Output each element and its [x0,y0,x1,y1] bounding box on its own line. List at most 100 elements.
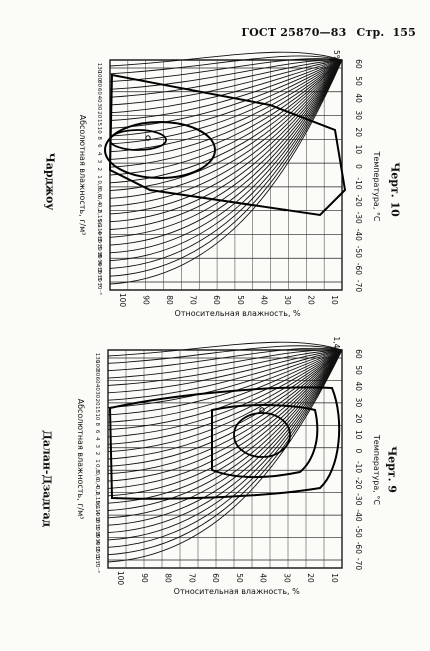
absolute-humidity-curve [109,59,343,215]
abs-humidity-tick-label: 4·10⁻³ [94,541,101,558]
rh-tick-label: 40 [259,295,268,305]
absolute-humidity-curve [107,349,343,548]
contour-outer [108,73,347,217]
rh-tick-label: 50 [236,295,245,305]
temperature-tick-label: 40 [354,382,363,392]
absolute-humidity-curve [107,349,343,489]
abs-humidity-tick-label: 0,4 [96,196,102,205]
temperature-tick-label: -40 [354,509,363,521]
abs-humidity-tick-label: 40 [96,96,102,103]
temperature-tick-label: 10 [354,430,363,440]
absolute-humidity-curve [107,347,343,372]
absolute-humidity-curve [109,59,343,160]
abs-humidity-axis-title: Абсолютная влажность, г/м³ [76,399,85,520]
temperature-tick-label: 10 [354,145,363,155]
rh-tick-label: 70 [189,295,198,305]
temperature-tick-label: -20 [354,477,363,489]
rh-tick-label: 80 [165,295,174,305]
absolute-humidity-curve [109,59,343,168]
temperature-tick-label: -30 [354,212,363,224]
rh-tick-label: 100 [116,571,125,586]
abs-humidity-tick-label: 4·10⁻² [94,511,101,528]
abs-humidity-tick-label: 130 [94,353,100,364]
absolute-humidity-curve [107,349,343,467]
absolute-humidity-curve [109,59,343,230]
contour-inner [233,412,291,458]
absolute-humidity-curve [107,349,343,511]
psychrometric-chart-10: 100 90 80 70 60 50 40 30 20 10-70-60-50-40-30-20-… [78,50,381,318]
absolute-humidity-curve [107,349,343,519]
probability-percent-label: 5% [332,50,341,62]
abs-humidity-tick-label: 15 [94,406,100,413]
absolute-humidity-curve [109,59,343,114]
temperature-tick-label: -60 [354,263,363,275]
abs-humidity-tick-label: 1·10⁻² [96,246,103,263]
temperature-tick-label: 0 [354,164,363,169]
temperature-tick-label: 20 [354,414,363,424]
abs-humidity-tick-label: 2 [94,452,100,456]
absolute-humidity-curve [107,349,343,534]
absolute-humidity-curve [109,51,343,67]
rh-tick-label: 20 [306,573,315,583]
abs-humidity-tick-label: 2·10⁻² [94,519,101,536]
absolute-humidity-curve [109,59,343,121]
abs-humidity-tick-label: 1 [94,459,100,463]
absolute-humidity-curve [109,59,343,254]
abs-humidity-tick-label: 0,4 [94,479,100,488]
rh-tick-label: 90 [140,573,149,583]
rh-tick-label: 50 [235,573,244,583]
absolute-humidity-curve [107,349,343,408]
rh-tick-label: 90 [142,295,151,305]
rh-tick-label: 60 [211,573,220,583]
abs-humidity-tick-label: 6·10⁻² [94,504,101,521]
page-header: ГОСТ 25870—83 Стр. 155 [241,26,416,39]
abs-humidity-tick-label: 1·10⁻³ [94,555,101,572]
abs-humidity-tick-label: 30 [96,103,102,110]
contour-middle [211,404,319,479]
absolute-humidity-curve [107,349,343,453]
rh-tick-label: 100 [118,293,127,308]
absolute-humidity-curve [107,349,343,563]
absolute-humidity-curve [107,349,343,416]
absolute-humidity-curve [109,59,343,176]
temperature-tick-label: -50 [354,246,363,258]
abs-humidity-tick-label: 2·10⁻³ [94,548,101,565]
abs-humidity-tick-label: 130 [96,63,102,74]
abs-humidity-tick-label: 2·10⁻² [96,238,103,255]
rh-tick-label: 70 [187,573,196,583]
page-label: Стр. [356,26,385,39]
abs-humidity-tick-label: 0,15 [94,492,100,505]
abs-humidity-tick-label: 1 [96,175,102,179]
absolute-humidity-curve [107,345,343,364]
temperature-tick-label: 50 [354,76,363,86]
absolute-humidity-curve [107,341,343,357]
abs-humidity-tick-label: 1·10⁻³ [96,277,103,294]
abs-humidity-tick-label: 0,1 [94,501,100,510]
abs-humidity-tick-label: 0,1 [96,219,102,228]
abs-humidity-tick-label: 0,8 [96,180,102,189]
absolute-humidity-curve [107,349,343,431]
temperature-tick-label: 60 [354,349,363,359]
temperature-tick-label: -10 [354,177,363,189]
abs-humidity-tick-label: 15 [96,119,102,126]
rh-tick-label: 10 [330,573,339,583]
absolute-humidity-curve [109,59,343,246]
abs-humidity-tick-label: 0,6 [94,471,100,480]
absolute-humidity-curve [107,349,343,482]
abs-humidity-tick-label: 40 [94,384,100,391]
temperature-tick-label: -70 [354,280,363,292]
rh-tick-label: 30 [282,573,291,583]
temperature-tick-label: -40 [354,229,363,241]
absolute-humidity-curve [107,349,343,445]
absolute-humidity-curve [107,349,343,541]
absolute-humidity-curve [109,59,343,269]
contour-center [259,407,265,413]
temperature-tick-label: 50 [354,365,363,375]
abs-humidity-tick-label: 8 [96,136,102,140]
psychrometric-chart-9: 100 90 80 70 60 50 40 30 20 10-70-60-50-40-30-20-… [76,336,381,596]
absolute-humidity-curve [109,59,343,285]
absolute-humidity-curve [109,59,343,90]
absolute-humidity-curve [109,58,343,83]
absolute-humidity-curve [109,59,343,207]
abs-humidity-tick-label: 6 [94,430,100,434]
